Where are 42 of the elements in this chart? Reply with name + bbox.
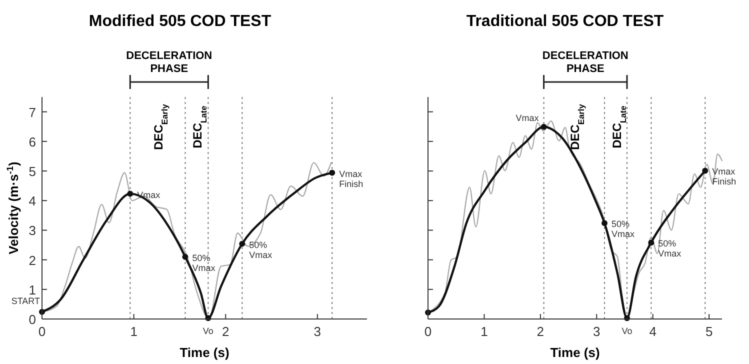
x-axis-title: Time (s)	[180, 345, 230, 360]
y-tick-label: 7	[28, 104, 36, 120]
x-tick-label: 0	[424, 324, 432, 339]
x-tick-label: 3	[593, 324, 600, 339]
x-tick-label: 1	[130, 324, 138, 339]
x-tick-label: 5	[705, 324, 713, 339]
x-axis-title: Time (s)	[550, 345, 600, 360]
point	[239, 240, 246, 247]
x-tick-label: 4	[649, 324, 656, 339]
annotation: 50% Vmax	[612, 219, 636, 240]
annotation: Vmax Finish	[339, 168, 364, 189]
point	[540, 124, 547, 130]
point	[702, 168, 708, 174]
y-tick-label: 5	[28, 164, 36, 179]
text: DECELERATION PHASE	[542, 50, 628, 75]
annotation: 50% Vmax	[658, 238, 682, 259]
point	[182, 254, 188, 260]
annotation: START	[11, 296, 40, 306]
annotation: Vo	[202, 326, 214, 336]
point	[127, 190, 134, 197]
annotation: Vo	[622, 326, 632, 336]
chart-title: Traditional 505 COD TEST	[466, 13, 664, 30]
point	[329, 170, 336, 176]
y-tick-label: 3	[28, 223, 36, 238]
annotation: Vmax	[516, 112, 540, 123]
point	[602, 220, 608, 226]
y-tick-label: 6	[28, 134, 36, 150]
x-tick-label: 2	[222, 324, 230, 339]
x-tick-label: 2	[536, 324, 544, 339]
y-tick-label: 1	[28, 282, 36, 298]
point	[648, 240, 654, 246]
annotation: 50% Vmax	[192, 252, 216, 273]
annotation: Vmax Finish	[712, 166, 736, 187]
chart-title: Modified 505 COD TEST	[88, 13, 272, 30]
annotation: 50% Vmax	[249, 240, 273, 260]
y-tick-label: 4	[28, 194, 36, 209]
x-tick-label: 0	[38, 324, 46, 339]
x-tick-label: 1	[480, 324, 488, 339]
y-tick-label: 2	[28, 252, 36, 268]
x-tick-label: 3	[314, 324, 322, 339]
text: DECELERATION PHASE	[126, 50, 212, 75]
y-tick-label: 0	[28, 312, 36, 327]
